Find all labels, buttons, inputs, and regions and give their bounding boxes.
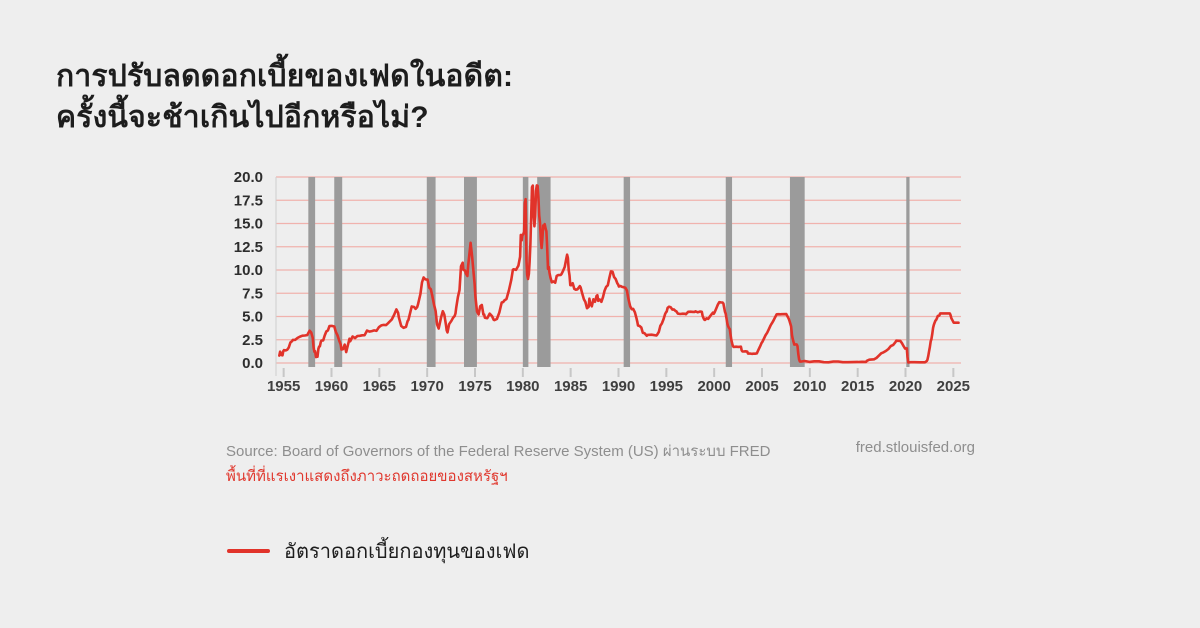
- x-axis-label: 1960: [315, 378, 348, 395]
- x-axis-label: 1965: [363, 378, 396, 395]
- recession-band: [522, 177, 529, 367]
- recession-band: [463, 177, 477, 367]
- y-axis-label: 15.0: [234, 216, 263, 233]
- recession-band: [906, 177, 910, 367]
- recession-band: [725, 177, 733, 367]
- x-axis-label: 2015: [841, 378, 874, 395]
- x-axis-label: 1985: [554, 378, 587, 395]
- x-axis-label: 2010: [793, 378, 826, 395]
- x-axis-label: 2005: [745, 378, 778, 395]
- source-link[interactable]: fred.stlouisfed.org: [855, 439, 975, 456]
- y-axis-label: 2.5: [242, 332, 263, 349]
- x-axis-label: 1970: [410, 378, 443, 395]
- x-axis-label: 1990: [602, 378, 635, 395]
- y-axis-label: 5.0: [242, 309, 263, 326]
- x-axis-label: 1975: [458, 378, 491, 395]
- recession-band: [623, 177, 631, 367]
- source-row: Source: Board of Governors of the Federa…: [226, 439, 975, 463]
- recession-band: [334, 177, 343, 367]
- recession-note: พื้นที่ที่แรเงาแสดงถึงภาวะถดถอยของสหรัฐฯ: [226, 468, 508, 485]
- x-axis-label: 1980: [506, 378, 539, 395]
- y-axis-label: 10.0: [234, 262, 263, 279]
- legend: อัตราดอกเบี้ยกองทุนของเฟด: [227, 535, 530, 567]
- x-axis-label: 2000: [697, 378, 730, 395]
- recession-band: [308, 177, 316, 367]
- recession-band: [789, 177, 805, 367]
- x-axis-label: 2025: [937, 378, 970, 395]
- y-axis-label: 17.5: [234, 192, 263, 209]
- y-axis-label: 20.0: [234, 169, 263, 186]
- rate-line: [277, 184, 960, 364]
- recession-band: [426, 177, 436, 367]
- page-title-line-1: การปรับลดดอกเบี้ยของเฟดในอดีต:: [56, 60, 514, 93]
- y-axis-label: 7.5: [242, 285, 263, 302]
- x-axis-label: 2020: [889, 378, 922, 395]
- y-axis-label: 0.0: [242, 355, 263, 372]
- legend-label: อัตราดอกเบี้ยกองทุนของเฟด: [284, 541, 530, 563]
- y-axis-label: 12.5: [234, 239, 263, 256]
- x-axis-label: 1955: [267, 378, 300, 395]
- page-title: การปรับลดดอกเบี้ยของเฟดในอดีต: ครั้งนี้จ…: [56, 56, 513, 138]
- legend-line-swatch: [227, 549, 270, 553]
- page-title-line-2: ครั้งนี้จะช้าเกินไปอีกหรือไม่?: [56, 101, 429, 134]
- x-axis-label: 1995: [650, 378, 683, 395]
- source-text: Source: Board of Governors of the Federa…: [226, 443, 771, 460]
